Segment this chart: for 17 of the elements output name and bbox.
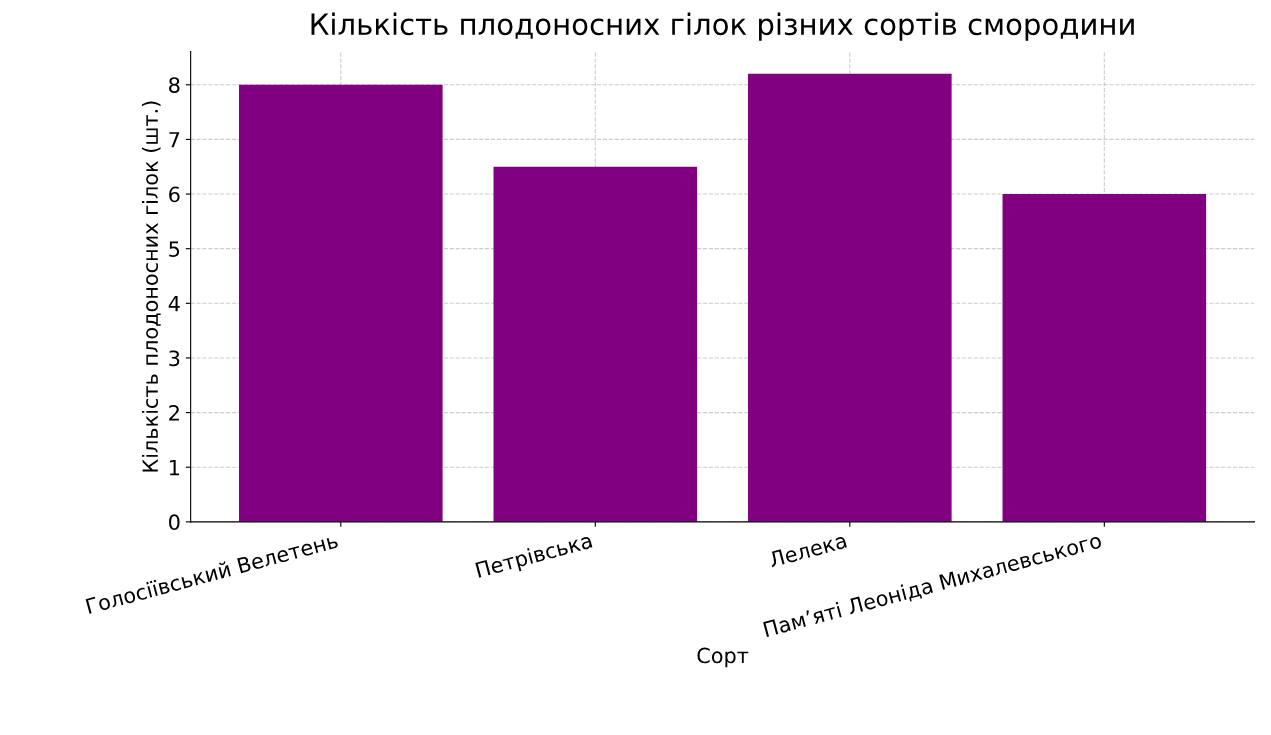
y-tick-label: 4: [168, 296, 180, 312]
bar: [1002, 194, 1207, 522]
y-tick-label: 8: [169, 77, 180, 93]
y-tick-label: 0: [169, 514, 180, 531]
bar: [239, 84, 443, 522]
y-tick-label: 3: [169, 350, 180, 367]
chart-title: Кількість плодоносних гілок різних сортів смородини: [311, 12, 1134, 41]
y-tick-label: 6: [169, 186, 180, 203]
y-tick-label: 7: [169, 132, 180, 148]
bar: [748, 73, 952, 522]
bar: [493, 166, 698, 522]
y-tick-label: 5: [169, 241, 180, 257]
y-tick-label: 2: [169, 405, 179, 421]
y-axis-title: Кількість плодоносних гілок (шт.): [141, 101, 161, 472]
x-axis-title: Сорт: [697, 647, 749, 668]
y-tick-label: 1: [169, 459, 179, 476]
x-tick-label: Лелека: [768, 532, 847, 568]
